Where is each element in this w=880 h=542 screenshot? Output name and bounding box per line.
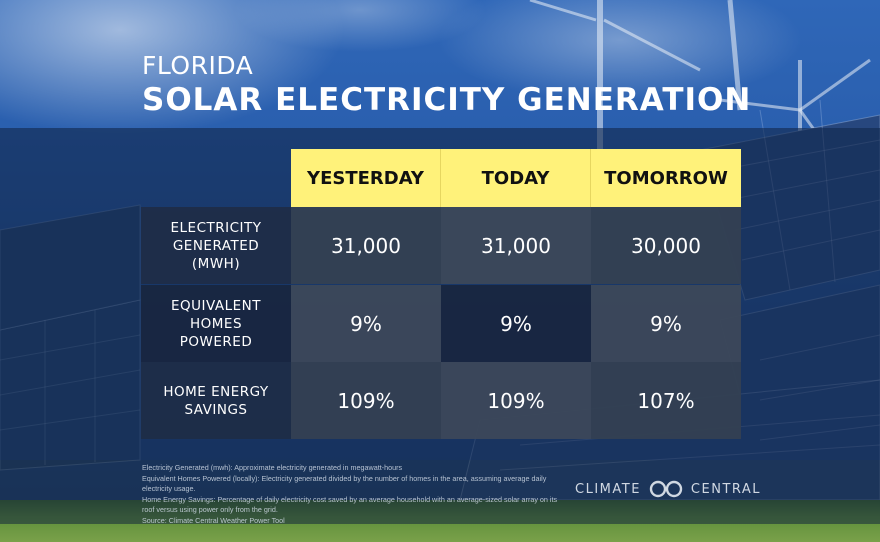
table-row-homes: EQUIVALENT HOMES POWERED 9% 9% 9%: [141, 285, 741, 362]
footnotes: Electricity Generated (mwh): Approximate…: [142, 463, 562, 527]
state-subtitle: FLORIDA: [142, 51, 254, 80]
row-label: HOME ENERGY SAVINGS: [141, 362, 291, 439]
linked-circles-icon: [649, 480, 683, 498]
table-cell: 30,000: [591, 207, 741, 284]
footnote-homes: Equivalent Homes Powered (locally): Elec…: [142, 473, 547, 494]
column-header-today: TODAY: [441, 149, 591, 207]
footer-overlay-band: [0, 460, 880, 524]
table-cell: 107%: [591, 362, 741, 439]
table-cell: 31,000: [441, 207, 591, 284]
table-cell: 9%: [441, 285, 591, 362]
column-header-tomorrow: TOMORROW: [591, 149, 741, 207]
logo-text-climate: CLIMATE: [575, 481, 641, 497]
table-row-savings: HOME ENERGY SAVINGS 109% 109% 107%: [141, 362, 741, 439]
generation-table: YESTERDAY TODAY TOMORROW ELECTRICITY GEN…: [141, 149, 741, 439]
footnote-electricity: Electricity Generated (mwh): Approximate…: [142, 463, 403, 472]
row-label: ELECTRICITY GENERATED (MWH): [141, 207, 291, 284]
table-cell: 9%: [291, 285, 441, 362]
climate-central-logo: CLIMATE CENTRAL: [575, 480, 761, 498]
table-cell: 109%: [291, 362, 441, 439]
row-label: EQUIVALENT HOMES POWERED: [141, 285, 291, 362]
table-row-electricity: ELECTRICITY GENERATED (MWH) 31,000 31,00…: [141, 207, 741, 284]
page-title: SOLAR ELECTRICITY GENERATION: [142, 82, 752, 118]
logo-text-central: CENTRAL: [690, 481, 762, 497]
table-cell: 9%: [591, 285, 741, 362]
column-header-yesterday: YESTERDAY: [291, 149, 441, 207]
table-cell: 109%: [441, 362, 591, 439]
footnote-savings: Home Energy Savings: Percentage of daily…: [142, 494, 558, 515]
footnote-source: Source: Climate Central Weather Power To…: [142, 515, 285, 525]
title-block: FLORIDA SOLAR ELECTRICITY GENERATION: [142, 51, 752, 119]
table-cell: 31,000: [291, 207, 441, 284]
